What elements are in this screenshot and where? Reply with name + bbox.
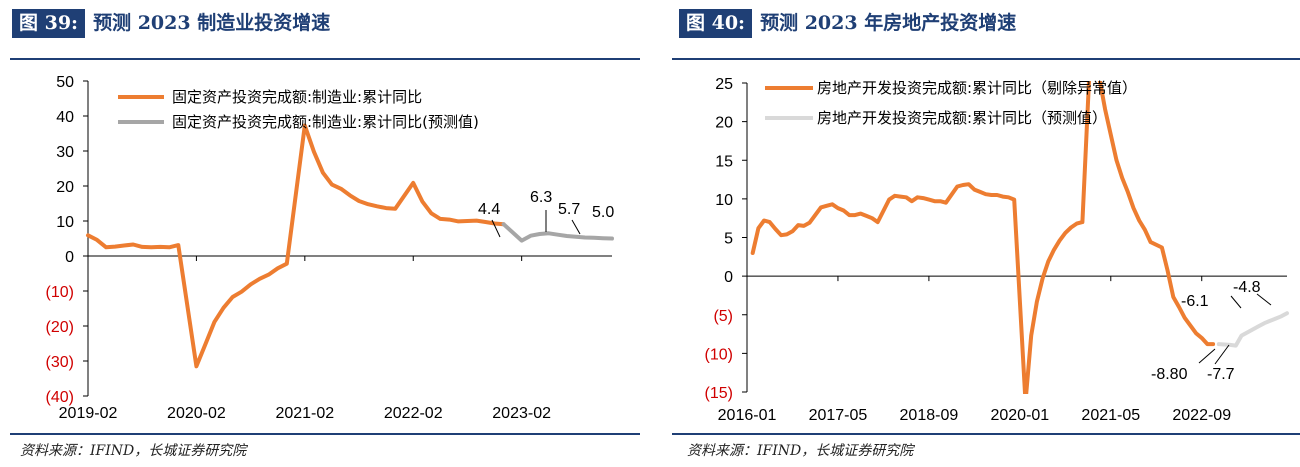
data-label-leader <box>491 219 501 238</box>
x-tick-label: 2020-01 <box>990 407 1049 424</box>
y-tick-label: (40) <box>46 389 74 406</box>
legend-label-forecast: 固定资产投资完成额:制造业:累计同比(预测值) <box>172 113 479 131</box>
figure-39-source: 资料来源：IFIND，长城证券研究院 <box>20 443 247 459</box>
data-label-leader <box>1230 295 1242 309</box>
data-label: -8.80 <box>1151 366 1188 383</box>
figure-40-number: 图 40: <box>679 8 753 38</box>
actual-series <box>86 123 506 369</box>
figure-40-title: 预测 2023 年房地产投资增速 <box>760 12 1017 34</box>
y-tick-label: 10 <box>715 192 733 209</box>
figure-40-header: 图 40: 预测 2023 年房地产投资增速 <box>679 8 1016 38</box>
y-tick-label: (10) <box>46 284 74 301</box>
x-tick-label: 2016-01 <box>718 407 777 424</box>
data-label-leader <box>1256 293 1272 306</box>
x-tick-label: 2020-02 <box>167 405 226 422</box>
actual-line <box>86 123 506 369</box>
data-label: 5.7 <box>558 201 580 218</box>
x-tick-label: 2023-02 <box>492 405 551 422</box>
y-tick-label: (5) <box>713 308 733 325</box>
y-tick-label: 0 <box>724 269 733 286</box>
y-tick-label: (15) <box>705 385 733 402</box>
y-tick-label: (30) <box>46 354 74 371</box>
x-tick-label: 2021-02 <box>275 405 334 422</box>
x-tick-label: 2017-05 <box>809 407 868 424</box>
forecast-series <box>501 222 614 243</box>
x-tick-label: 2018-09 <box>900 407 959 424</box>
figure-40-panel: 图 40: 预测 2023 年房地产投资增速 25 20 15 10 5 0 (5) (10)… <box>667 0 1300 467</box>
y-tick-label: 5 <box>724 231 733 248</box>
y-tick-label: 15 <box>715 153 733 170</box>
figure-39-chart: 50 40 30 20 10 0 (10) (20) (30) (40)2019-02 2020-0… <box>10 58 640 435</box>
legend-label-actual: 固定资产投资完成额:制造业:累计同比 <box>172 88 422 106</box>
data-label-leader <box>1198 348 1216 364</box>
figure-40-source: 资料来源：IFIND，长城证券研究院 <box>687 443 914 459</box>
forecast-series <box>1216 311 1289 348</box>
figure-39-number: 图 39: <box>12 8 86 38</box>
data-label: 4.4 <box>478 201 500 218</box>
data-label: -7.7 <box>1207 366 1235 383</box>
data-label: -4.8 <box>1233 279 1261 296</box>
forecast-line <box>1216 311 1289 348</box>
x-tick-label: 2022-09 <box>1172 407 1231 424</box>
figure-40-chart: 25 20 15 10 5 0 (5) (10) (15) 2016-01 2017-05 2018-… <box>672 58 1300 435</box>
y-tick-label: (10) <box>705 346 733 363</box>
y-tick-label: 25 <box>715 76 733 93</box>
legend-label-forecast: 房地产开发投资完成额:累计同比（预测值） <box>817 109 1107 127</box>
forecast-line <box>501 222 614 243</box>
legend-label-actual: 房地产开发投资完成额:累计同比（剔除异常值） <box>817 79 1137 97</box>
figure-39-title: 预测 2023 制造业投资增速 <box>93 12 331 34</box>
figure-39-header: 图 39: 预测 2023 制造业投资增速 <box>12 8 330 38</box>
y-tick-label: 10 <box>56 214 74 231</box>
data-label-leader <box>571 219 581 235</box>
y-tick-label: 40 <box>56 109 74 126</box>
y-tick-label: 30 <box>56 144 74 161</box>
y-tick-label: (20) <box>46 319 74 336</box>
x-tick-label: 2021-05 <box>1081 407 1140 424</box>
data-label: 6.3 <box>530 189 552 206</box>
data-label-leader <box>1214 344 1230 365</box>
x-tick-label: 2019-02 <box>59 405 118 422</box>
y-tick-label: 20 <box>56 179 74 196</box>
x-tick-label: 2022-02 <box>384 405 443 422</box>
figure-39-panel: 图 39: 预测 2023 制造业投资增速 50 40 30 20 10 0 (10) (20… <box>0 0 642 467</box>
y-tick-label: 50 <box>56 74 74 91</box>
y-tick-label: 20 <box>715 115 733 132</box>
data-label: -6.1 <box>1181 293 1209 310</box>
data-label: 5.0 <box>592 204 614 221</box>
y-tick-label: 0 <box>65 249 74 266</box>
actual-series <box>750 81 1216 394</box>
actual-line <box>750 81 1216 394</box>
